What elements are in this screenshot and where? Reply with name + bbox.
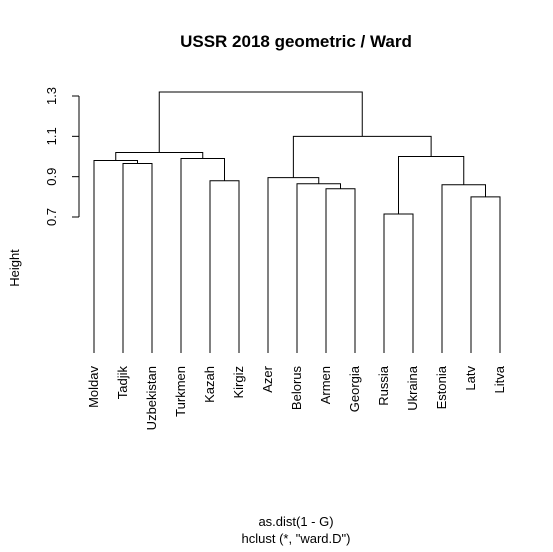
- merge-moldav-tadjik-uzbekistan-turkmen-kazah-kirgiz-azer-belorus-armen-georgia-russia-ukraina-estonia-latv-litva: [158, 91, 363, 153]
- merge-moldav-tadjik-uzbekistan-turkmen-kazah-kirgiz: [115, 151, 204, 161]
- leaf-label-litva: Litva: [492, 365, 507, 393]
- merge-azer-belorus-armen-georgia-russia-ukraina-estonia-latv-litva: [292, 135, 432, 178]
- y-tick-label: 0.9: [44, 168, 59, 186]
- merge-azer-belorus-armen-georgia: [267, 177, 320, 353]
- leaf-label-moldav: Moldav: [86, 366, 101, 408]
- chart-title: USSR 2018 geometric / Ward: [180, 32, 412, 51]
- leaf-label-estonia: Estonia: [434, 365, 449, 409]
- leaf-label-ukraina: Ukraina: [405, 365, 420, 411]
- y-tick-label: 0.7: [44, 208, 59, 226]
- merge-estonia-latv-litva: [441, 184, 486, 353]
- merge-moldav-tadjik-uzbekistan: [93, 160, 138, 353]
- x-axis-label: as.dist(1 - G): [258, 514, 333, 529]
- leaf-label-turkmen: Turkmen: [173, 366, 188, 417]
- merge-latv-litva: [470, 196, 501, 353]
- leaf-labels: Moldav Tadjik Uzbekistan Turkmen Kazah Kirgiz…: [86, 365, 507, 430]
- leaf-label-azer: Azer: [260, 365, 275, 392]
- leaf-label-tadjik: Tadjik: [115, 366, 130, 400]
- merge-tadjik-uzbekistan: [122, 163, 153, 353]
- leaf-label-georgia: Georgia: [347, 365, 362, 412]
- method-sublabel: hclust (*, "ward.D"): [242, 531, 351, 546]
- merge-turkmen-kazah-kirgiz: [180, 158, 225, 353]
- y-tick-label: 1.3: [44, 87, 59, 105]
- y-axis-ticks: 0.7 0.9 1.1 1.3: [44, 87, 79, 226]
- leaf-label-russia: Russia: [376, 365, 391, 406]
- leaf-label-uzbekistan: Uzbekistan: [144, 366, 159, 430]
- leaf-label-latv: Latv: [463, 366, 478, 391]
- merge-belorus-armen-georgia: [296, 183, 341, 353]
- leaf-label-kirgiz: Kirgiz: [231, 366, 246, 399]
- merge-russia-ukraina: [383, 213, 414, 353]
- y-tick-label: 1.1: [44, 127, 59, 145]
- merge-russia-ukraina-estonia-latv-litva: [398, 156, 465, 214]
- dendrogram-branches: [93, 91, 501, 353]
- merge-armen-georgia: [325, 188, 356, 353]
- leaf-label-kazah: Kazah: [202, 366, 217, 403]
- merge-kazah-kirgiz: [209, 180, 240, 353]
- leaf-label-belorus: Belorus: [289, 366, 304, 411]
- y-axis-label: Height: [7, 249, 22, 287]
- leaf-label-armen: Armen: [318, 366, 333, 404]
